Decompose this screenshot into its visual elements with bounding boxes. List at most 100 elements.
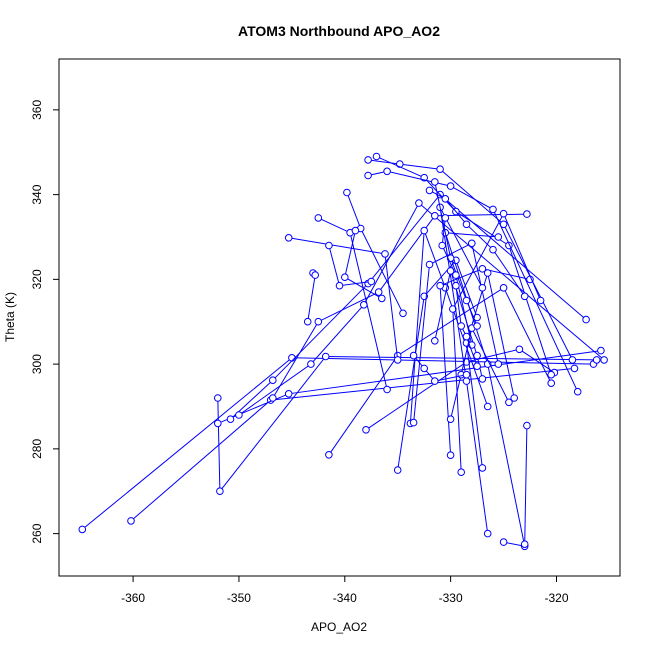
data-point [431, 337, 439, 345]
data-series [438, 214, 476, 349]
data-point [499, 284, 508, 292]
data-series [452, 281, 481, 371]
data-point [367, 277, 376, 286]
data-series [436, 265, 534, 460]
data-series [303, 269, 320, 326]
data-point [468, 239, 476, 248]
data-point [381, 250, 389, 258]
data-point [510, 394, 519, 402]
data-point [478, 464, 487, 472]
data-point [520, 292, 529, 301]
data-point [462, 220, 471, 229]
data-point [473, 362, 481, 371]
x-axis-label: APO_AO2 [311, 620, 367, 634]
y-axis-label: Theta (K) [3, 292, 17, 342]
data-point [478, 265, 487, 273]
data-point [425, 260, 434, 269]
data-point [573, 387, 582, 396]
data-series [341, 226, 386, 303]
data-point [523, 210, 531, 218]
data-point [520, 540, 529, 549]
data-point [364, 156, 372, 164]
data-point [547, 370, 556, 379]
data-series [235, 199, 608, 419]
y-tick-label: 280 [30, 439, 44, 459]
data-point [462, 296, 471, 305]
data-point [335, 281, 344, 290]
data-point [78, 525, 87, 534]
series-line [439, 268, 531, 456]
series-line [413, 242, 499, 423]
data-point [473, 322, 481, 330]
data-series [436, 203, 492, 538]
data-point [393, 466, 402, 474]
series-line [413, 355, 467, 382]
data-series [214, 352, 601, 496]
data-point [489, 205, 497, 214]
series-line [439, 207, 489, 534]
data-point [452, 281, 460, 290]
data-point [478, 375, 487, 383]
data-point [483, 529, 492, 538]
data-series [325, 241, 376, 290]
data-point [436, 281, 444, 290]
data-point [547, 379, 556, 388]
data-point [325, 241, 333, 250]
data-point [216, 487, 224, 496]
data-point [325, 451, 333, 459]
data-point [343, 188, 351, 197]
data-series [425, 186, 529, 301]
data-point [489, 245, 497, 254]
data-point [284, 390, 293, 398]
y-tick-label: 340 [30, 184, 44, 204]
data-point [457, 468, 466, 477]
data-point [235, 411, 243, 419]
data-point [127, 517, 135, 525]
x-axis: -360 -350 -340 -330 -320 [121, 575, 569, 605]
data-series [409, 239, 503, 427]
data-point [441, 214, 450, 222]
data-point [536, 296, 545, 305]
data-point [457, 322, 466, 330]
x-tick-label: -360 [121, 591, 145, 605]
data-point [523, 421, 531, 430]
data-point [415, 199, 423, 207]
data-point [399, 309, 407, 318]
data-point [311, 271, 320, 279]
data-point [499, 209, 508, 218]
data-point [499, 538, 508, 546]
data-series [364, 167, 582, 396]
data-point [441, 195, 450, 203]
data-point [269, 394, 277, 402]
data-point [438, 241, 447, 250]
data-point [505, 398, 513, 407]
data-point [483, 402, 492, 411]
data-point [214, 394, 222, 402]
data-point [446, 182, 455, 190]
data-point [226, 415, 235, 424]
data-point [592, 356, 601, 364]
data-point [478, 284, 487, 292]
series-line [217, 355, 597, 493]
plot-area [78, 152, 608, 551]
series-line [328, 287, 552, 456]
data-point [378, 294, 386, 303]
data-series [520, 421, 531, 549]
data-point [515, 345, 524, 354]
data-point [431, 377, 439, 385]
data-point [393, 356, 402, 364]
data-point [449, 305, 457, 313]
series-line [524, 425, 528, 545]
x-tick-label: -320 [544, 591, 568, 605]
data-point [462, 370, 471, 379]
series-line [450, 326, 510, 420]
data-point [568, 356, 577, 364]
x-tick-label: -330 [439, 591, 463, 605]
data-point [494, 360, 503, 368]
data-point [436, 165, 444, 173]
series-line [441, 217, 473, 346]
chart-title: ATOM3 Northbound APO_AO2 [238, 23, 440, 39]
series-line [409, 230, 489, 424]
